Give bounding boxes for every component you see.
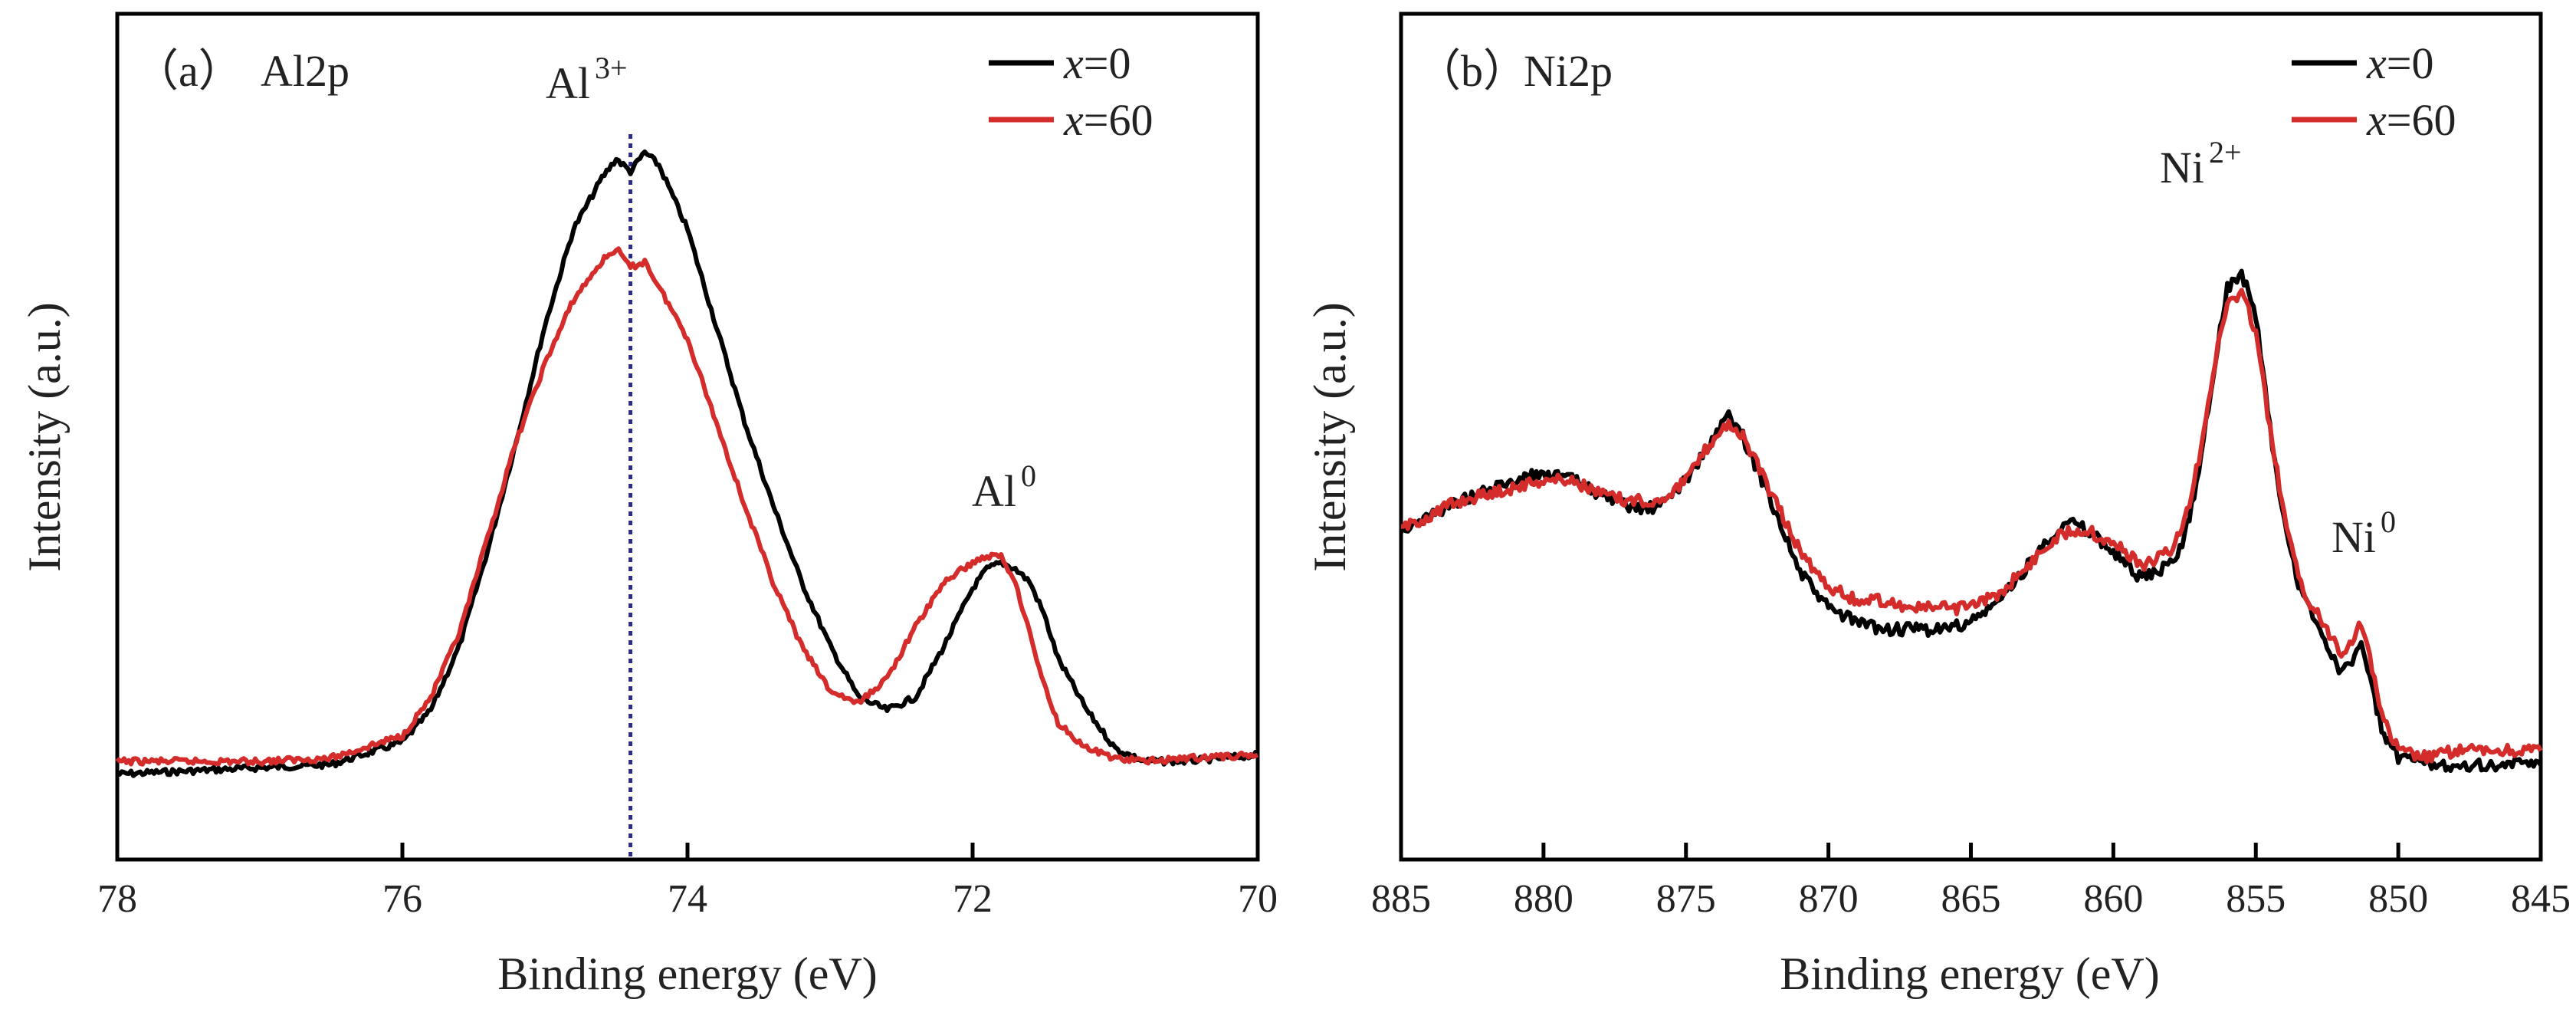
legend: x=0 x=60: [989, 38, 1153, 145]
annotation-base: Ni: [2160, 143, 2204, 192]
legend-label-x0: x=0: [1063, 38, 1130, 88]
annotation-base: Al: [972, 466, 1016, 516]
x-ticks: 885 880 875 870 865 860 855 850 845: [1371, 843, 2571, 921]
x-ticks: 78 76 74 72 70: [97, 843, 1278, 921]
legend-prefix: x: [1063, 95, 1084, 145]
legend-prefix: x: [2366, 95, 2387, 145]
annotation-sup: 0: [1021, 459, 1036, 493]
legend-value: =60: [2387, 95, 2456, 145]
x-tick-label: 880: [1514, 877, 1573, 921]
series-line-x60: [115, 246, 1259, 767]
x-tick-label: 875: [1656, 877, 1716, 921]
x-tick-label: 860: [2083, 877, 2143, 921]
x-tick-label: 76: [382, 877, 422, 921]
annotation-ni0: Ni 0: [2332, 505, 2396, 562]
x-tick-label: 885: [1371, 877, 1431, 921]
panel-title: Al2p: [261, 46, 349, 96]
annotation-ni2plus: Ni 2+: [2160, 135, 2242, 192]
legend: x=0 x=60: [2292, 38, 2456, 145]
panel-label: （a）: [134, 46, 243, 96]
legend-prefix: x: [2366, 38, 2387, 88]
annotation-sup: 0: [2381, 505, 2396, 539]
legend-value: =0: [2387, 38, 2434, 88]
annotation-al0: Al 0: [972, 459, 1036, 516]
annotation-sup: 2+: [2209, 135, 2242, 169]
legend-label-x60: x=60: [2366, 95, 2456, 145]
legend-value: =60: [1084, 95, 1153, 145]
x-tick-label: 78: [97, 877, 137, 921]
legend-value: =0: [1084, 38, 1131, 88]
x-tick-label: 72: [953, 877, 993, 921]
y-axis-label: Intensity (a.u.): [19, 302, 70, 572]
legend-label-x60: x=60: [1063, 95, 1153, 145]
annotation-base: Al: [546, 58, 590, 108]
panel-b: 885 880 875 870 865 860 855 850 845 （b） Ni2p Bin…: [1304, 12, 2571, 999]
series-line-x0: [116, 149, 1260, 778]
x-tick-label: 74: [668, 877, 707, 921]
panel-label: （b）: [1416, 46, 1528, 96]
x-tick-label: 850: [2368, 877, 2428, 921]
x-tick-label: 845: [2511, 877, 2571, 921]
legend-label-x0: x=0: [2366, 38, 2433, 88]
legend-prefix: x: [1063, 38, 1084, 88]
x-tick-label: 855: [2226, 877, 2286, 921]
annotation-al3plus: Al 3+: [546, 51, 628, 108]
panel-title: Ni2p: [1524, 46, 1613, 96]
y-axis-label: Intensity (a.u.): [1304, 302, 1355, 572]
x-axis-label: Binding energy (eV): [1780, 948, 2159, 999]
annotation-sup: 3+: [595, 51, 628, 85]
x-tick-label: 70: [1238, 877, 1278, 921]
series-layer: [1399, 268, 2543, 774]
series-layer: [115, 134, 1260, 860]
annotation-base: Ni: [2332, 512, 2376, 562]
x-tick-label: 865: [1941, 877, 2001, 921]
panel-a: 78 76 74 72 70 （a） Al2p Binding energy (eV) …: [19, 12, 1278, 999]
x-tick-label: 870: [1799, 877, 1859, 921]
x-axis-label: Binding energy (eV): [497, 948, 877, 999]
series-line-x60: [1400, 288, 2543, 764]
